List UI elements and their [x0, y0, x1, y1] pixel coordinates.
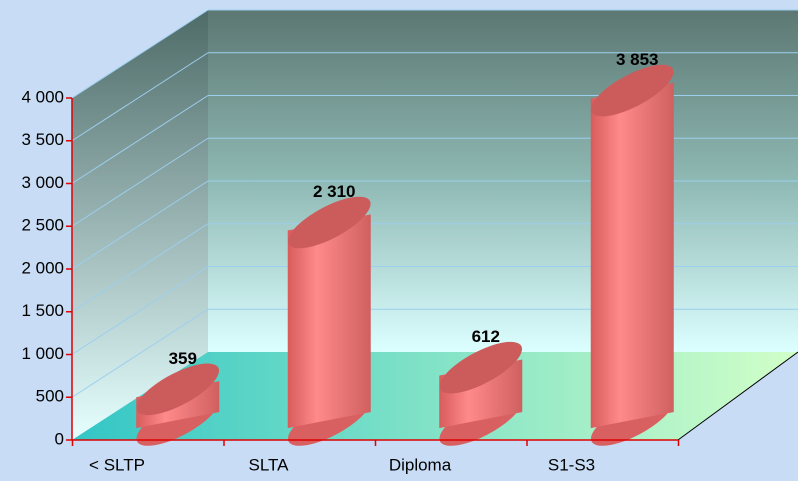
value-label: 2 310	[313, 182, 356, 201]
y-tick-label: 1 000	[21, 344, 64, 363]
value-label: 359	[169, 349, 197, 368]
bar-body	[287, 214, 371, 428]
bar	[287, 196, 371, 446]
grid-line	[71, 9, 209, 99]
y-tick-label: 3 500	[21, 130, 64, 149]
y-tick-label: 2 000	[21, 258, 64, 277]
x-tick-label: Diploma	[389, 455, 452, 474]
y-tick-label: 4 000	[21, 87, 64, 106]
grid-line	[71, 223, 209, 313]
y-tick-label: 500	[36, 387, 64, 406]
x-tick-label: < SLTP	[89, 455, 145, 474]
grid-line	[71, 137, 209, 227]
bar	[439, 341, 523, 446]
bar-top	[136, 363, 220, 416]
bar-body	[590, 82, 674, 429]
bar	[590, 64, 674, 446]
grid-line	[71, 308, 209, 398]
y-tick-label: 3 000	[21, 173, 64, 192]
y-tick-label: 0	[55, 429, 64, 448]
grid-line	[71, 266, 209, 355]
value-label: 3 853	[616, 50, 659, 69]
floor-edge	[677, 351, 798, 441]
grid-line	[71, 52, 209, 142]
bar	[136, 363, 220, 446]
grid-line	[71, 95, 209, 184]
bar-top	[590, 64, 674, 117]
x-tick-label: SLTA	[249, 455, 290, 474]
y-tick-label: 2 500	[21, 216, 64, 235]
grid-line	[71, 180, 209, 270]
value-label: 612	[472, 327, 500, 346]
bar-top	[439, 341, 523, 394]
y-tick-label: 1 500	[21, 301, 64, 320]
x-tick-label: S1-S3	[548, 455, 595, 474]
bar-top	[287, 196, 371, 249]
